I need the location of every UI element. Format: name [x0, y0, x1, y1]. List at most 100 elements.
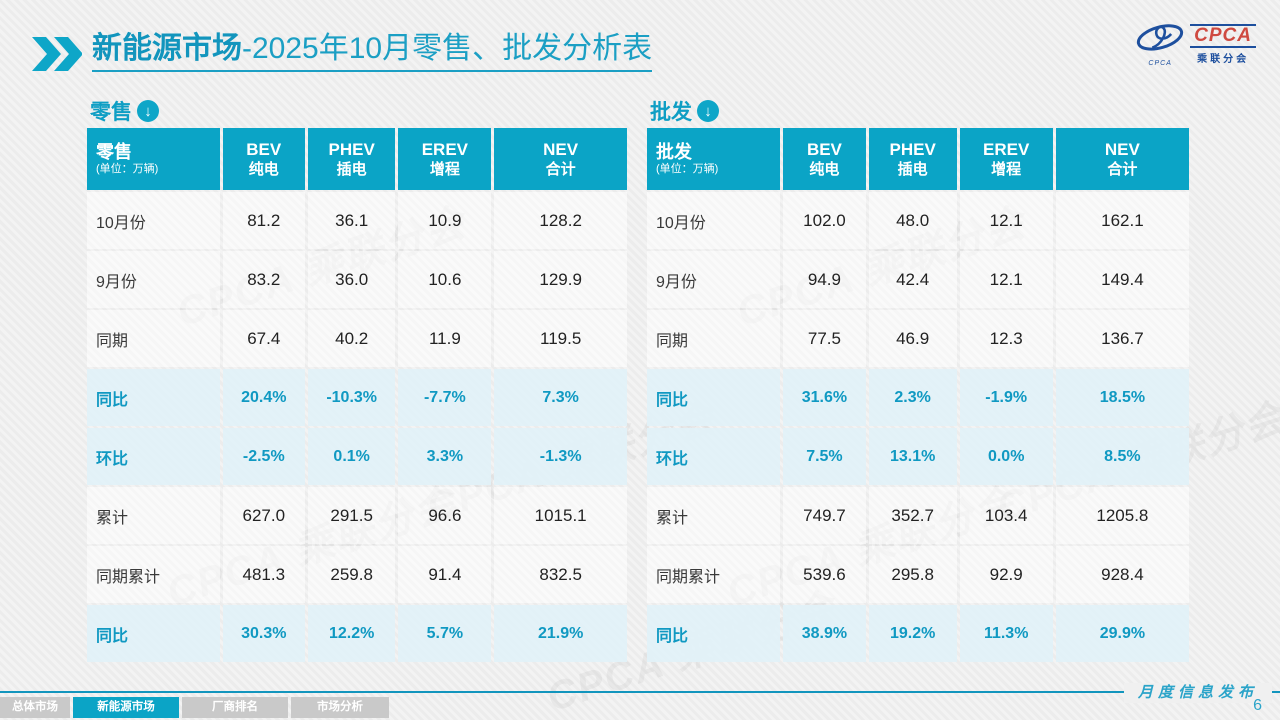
table-cell: 77.5 — [783, 310, 866, 367]
table-cell: 136.7 — [1055, 310, 1189, 367]
table-cell: 928.4 — [1055, 546, 1189, 603]
table-row: 10月份 81.2 36.1 10.9 128.2 — [87, 192, 627, 249]
table-cell: 12.1 — [959, 251, 1053, 308]
cpca-logo-mark-caption: CPCA — [1148, 60, 1172, 67]
table-title-cell: 批发 (单位：万辆) — [647, 128, 781, 190]
table-cell: -7.7% — [398, 369, 492, 426]
page-title-highlight: 新能源市场 — [92, 32, 242, 65]
table-cell: 10.9 — [398, 192, 492, 249]
wholesale-section-label-text: 批发 — [650, 101, 692, 124]
table-cell: 0.1% — [307, 428, 396, 485]
row-label: 同期 — [87, 310, 220, 367]
cpca-logo-text: CPCA 乘联分会 — [1190, 24, 1256, 65]
wholesale-table: 批发 (单位：万辆) BEV 纯电 PHEV 插电 EREV 增程 — [644, 126, 1192, 664]
row-label: 同比 — [647, 369, 781, 426]
table-row: 环比 -2.5% 0.1% 3.3% -1.3% — [87, 428, 627, 485]
table-cell: 8.5% — [1055, 428, 1189, 485]
table-cell: 94.9 — [783, 251, 866, 308]
table-cell: 102.0 — [783, 192, 866, 249]
table-cell: 749.7 — [783, 487, 866, 544]
column-header-en: EREV — [421, 139, 469, 159]
table-row: 9月份 94.9 42.4 12.1 149.4 — [647, 251, 1189, 308]
table-row: 累计 627.0 291.5 96.6 1015.1 — [87, 487, 627, 544]
publish-banner: 月度信息发布 — [1123, 683, 1272, 703]
table-row: 同比 20.4% -10.3% -7.7% 7.3% — [87, 369, 627, 426]
table-header-row: 零售 (单位：万辆) BEV 纯电 PHEV 插电 EREV 增程 — [87, 128, 627, 190]
table-cell: 18.5% — [1055, 369, 1189, 426]
table-cell: 11.9 — [398, 310, 492, 367]
row-label: 环比 — [647, 428, 781, 485]
tab-manufacturer-ranking[interactable]: 厂商排名 — [182, 697, 288, 718]
table-cell: -1.9% — [959, 369, 1053, 426]
table-cell: 0.0% — [959, 428, 1053, 485]
page-title-rest: -2025年10月零售、批发分析表 — [242, 32, 653, 65]
table-cell: 31.6% — [783, 369, 866, 426]
table-cell: 259.8 — [307, 546, 396, 603]
row-label: 同比 — [87, 369, 220, 426]
table-cell: 29.9% — [1055, 605, 1189, 662]
table-cell: 119.5 — [494, 310, 627, 367]
column-header-phev: PHEV 插电 — [868, 128, 957, 190]
table-cell: -10.3% — [307, 369, 396, 426]
column-header-erev: EREV 增程 — [398, 128, 492, 190]
page-title: 新能源市场-2025年10月零售、批发分析表 — [92, 30, 653, 72]
table-cell: 5.7% — [398, 605, 492, 662]
table-row: 9月份 83.2 36.0 10.6 129.9 — [87, 251, 627, 308]
table-cell: 7.3% — [494, 369, 627, 426]
column-header-en: BEV — [806, 139, 842, 159]
table-cell: 42.4 — [868, 251, 957, 308]
table-row: 同比 38.9% 19.2% 11.3% 29.9% — [647, 605, 1189, 662]
column-header-en: NEV — [543, 139, 579, 159]
table-cell: 67.4 — [222, 310, 305, 367]
table-cell: 40.2 — [307, 310, 396, 367]
table-cell: 129.9 — [494, 251, 627, 308]
table-cell: 481.3 — [222, 546, 305, 603]
table-row: 10月份 102.0 48.0 12.1 162.1 — [647, 192, 1189, 249]
table-cell: 12.3 — [959, 310, 1053, 367]
row-label: 环比 — [87, 428, 220, 485]
row-label: 累计 — [87, 487, 220, 544]
tab-nev-market[interactable]: 新能源市场 — [73, 697, 179, 718]
table-cell: 38.9% — [783, 605, 866, 662]
table-cell: 13.1% — [868, 428, 957, 485]
row-label: 同期累计 — [647, 546, 781, 603]
down-arrow-icon: ↓ — [697, 100, 719, 122]
row-label: 累计 — [647, 487, 781, 544]
column-header-cn: 增程 — [991, 160, 1022, 178]
publish-label: 月度信息发布 — [1123, 683, 1272, 703]
column-header-cn: 合计 — [545, 160, 576, 178]
table-cell: 352.7 — [868, 487, 957, 544]
table-cell: 46.9 — [868, 310, 957, 367]
table-row: 同期累计 539.6 295.8 92.9 928.4 — [647, 546, 1189, 603]
table-cell: 81.2 — [222, 192, 305, 249]
column-header-cn: 增程 — [429, 160, 460, 178]
column-header-bev: BEV 纯电 — [222, 128, 305, 190]
table-cell: 7.5% — [783, 428, 866, 485]
table-cell: 10.6 — [398, 251, 492, 308]
column-header-en: BEV — [246, 139, 282, 159]
column-header-cn: 插电 — [336, 160, 367, 178]
table-cell: -2.5% — [222, 428, 305, 485]
table-cell: 295.8 — [868, 546, 957, 603]
table-cell: 12.1 — [959, 192, 1053, 249]
wholesale-section-label: 批发 ↓ — [650, 96, 719, 126]
tab-overall-market[interactable]: 总体市场 — [0, 697, 70, 718]
tab-market-analysis[interactable]: 市场分析 — [291, 697, 389, 718]
column-header-en: PHEV — [328, 139, 375, 159]
retail-section-label: 零售 ↓ — [90, 96, 159, 126]
footer-divider — [0, 691, 1280, 693]
table-cell: 36.0 — [307, 251, 396, 308]
table-cell: 96.6 — [398, 487, 492, 544]
table-cell: 149.4 — [1055, 251, 1189, 308]
table-title-cell: 零售 (单位：万辆) — [87, 128, 220, 190]
table-cell: 128.2 — [494, 192, 627, 249]
row-label: 同比 — [87, 605, 220, 662]
table-row: 同期 67.4 40.2 11.9 119.5 — [87, 310, 627, 367]
table-cell: 1015.1 — [494, 487, 627, 544]
column-header-cn: 纯电 — [248, 160, 279, 178]
table-cell: 11.3% — [959, 605, 1053, 662]
table-row: 同期 77.5 46.9 12.3 136.7 — [647, 310, 1189, 367]
column-header-nev: NEV 合计 — [1055, 128, 1189, 190]
table-row: 同比 30.3% 12.2% 5.7% 21.9% — [87, 605, 627, 662]
table-cell: 30.3% — [222, 605, 305, 662]
